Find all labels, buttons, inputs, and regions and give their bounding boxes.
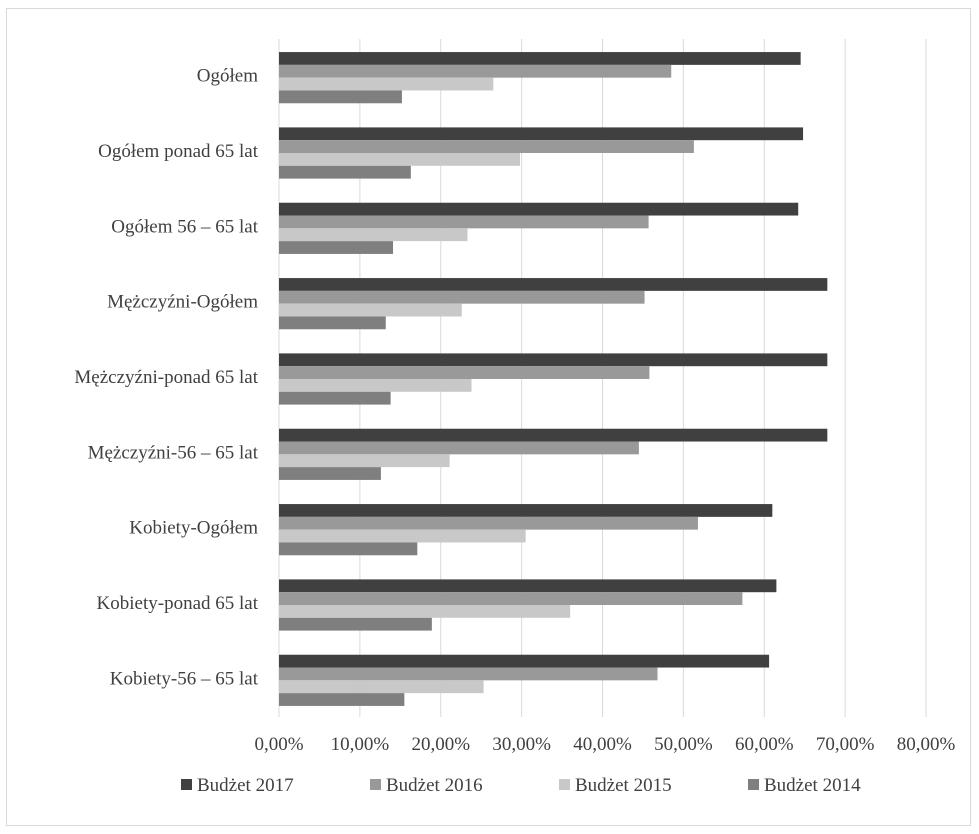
category-label: Kobiety-ponad 65 lat (97, 593, 259, 614)
x-tick-label: 20,00% (411, 734, 470, 755)
category-label: Mężczyźni-Ogółem (107, 292, 258, 313)
x-tick-label: 0,00% (254, 734, 303, 755)
x-tick-label: 10,00% (331, 734, 390, 755)
bar (279, 77, 494, 91)
bar (279, 153, 521, 166)
legend-item: Budżet 2014 (748, 775, 861, 796)
category-label: Mężczyźni-56 – 65 lat (88, 442, 259, 463)
bar (279, 241, 394, 254)
bar (279, 278, 828, 291)
bar (279, 202, 799, 216)
bar (279, 165, 411, 179)
bar (279, 290, 645, 304)
bar (279, 391, 391, 405)
category-label: Ogółem ponad 65 lat (98, 141, 259, 162)
bar (279, 140, 694, 153)
bar-chart: Ogółem Ogółem ponad 65 lat Ogółem 56 – 65 … (74, 39, 955, 796)
bar (279, 90, 402, 104)
category-label: Kobiety-56 – 65 lat (110, 668, 259, 689)
bar (279, 617, 432, 631)
bar (279, 441, 639, 455)
category-labels: Ogółem Ogółem ponad 65 lat Ogółem 56 – 65 … (74, 66, 258, 690)
bar (279, 693, 405, 706)
category-label: Ogółem (197, 66, 258, 87)
legend-item: Budżet 2016 (370, 775, 483, 796)
legend-swatch (559, 779, 570, 790)
legend-swatch (370, 779, 381, 790)
chart-frame: Ogółem Ogółem ponad 65 lat Ogółem 56 – 65 … (6, 8, 971, 826)
bar (279, 366, 650, 379)
bar (279, 215, 649, 229)
bar (279, 467, 381, 480)
bar (279, 316, 386, 330)
bar (279, 127, 804, 141)
category-label: Kobiety-Ogółem (129, 518, 258, 539)
bar (279, 605, 571, 618)
bar (279, 592, 743, 605)
legend-swatch (748, 779, 759, 790)
bar (279, 303, 462, 317)
legend-label: Budżet 2016 (386, 775, 483, 796)
x-tick-label: 80,00% (897, 734, 956, 755)
x-tick-label: 30,00% (492, 734, 551, 755)
bar (279, 228, 468, 242)
legend-label: Budżet 2014 (764, 775, 861, 796)
legend-item: Budżet 2015 (559, 775, 672, 796)
bar (279, 52, 801, 65)
bar (279, 680, 484, 694)
bar (279, 654, 770, 668)
x-tick-label: 60,00% (735, 734, 794, 755)
x-axis-tick-labels: 0,00% 10,00% 20,00% 30,00% 40,00% 50,00% 60,00… (254, 734, 955, 755)
bar (279, 579, 777, 593)
bar (279, 529, 526, 543)
legend: Budżet 2017 Budżet 2016 Budżet 2015 Budżet … (181, 775, 861, 796)
category-label: Ogółem 56 – 65 lat (111, 216, 258, 237)
bar (279, 516, 698, 530)
bar (279, 454, 450, 468)
bar (279, 428, 828, 442)
legend-swatch (181, 779, 192, 790)
bar (279, 504, 773, 517)
bar (279, 353, 828, 367)
x-tick-label: 70,00% (816, 734, 875, 755)
bar (279, 379, 472, 392)
legend-label: Budżet 2015 (575, 775, 672, 796)
legend-label: Budżet 2017 (197, 775, 294, 796)
bars (279, 52, 828, 706)
category-label: Mężczyźni-ponad 65 lat (74, 367, 258, 388)
bar (279, 64, 672, 78)
legend-item: Budżet 2017 (181, 775, 294, 796)
bar (279, 542, 418, 556)
x-tick-label: 50,00% (654, 734, 713, 755)
bar (279, 667, 658, 681)
x-tick-label: 40,00% (573, 734, 632, 755)
